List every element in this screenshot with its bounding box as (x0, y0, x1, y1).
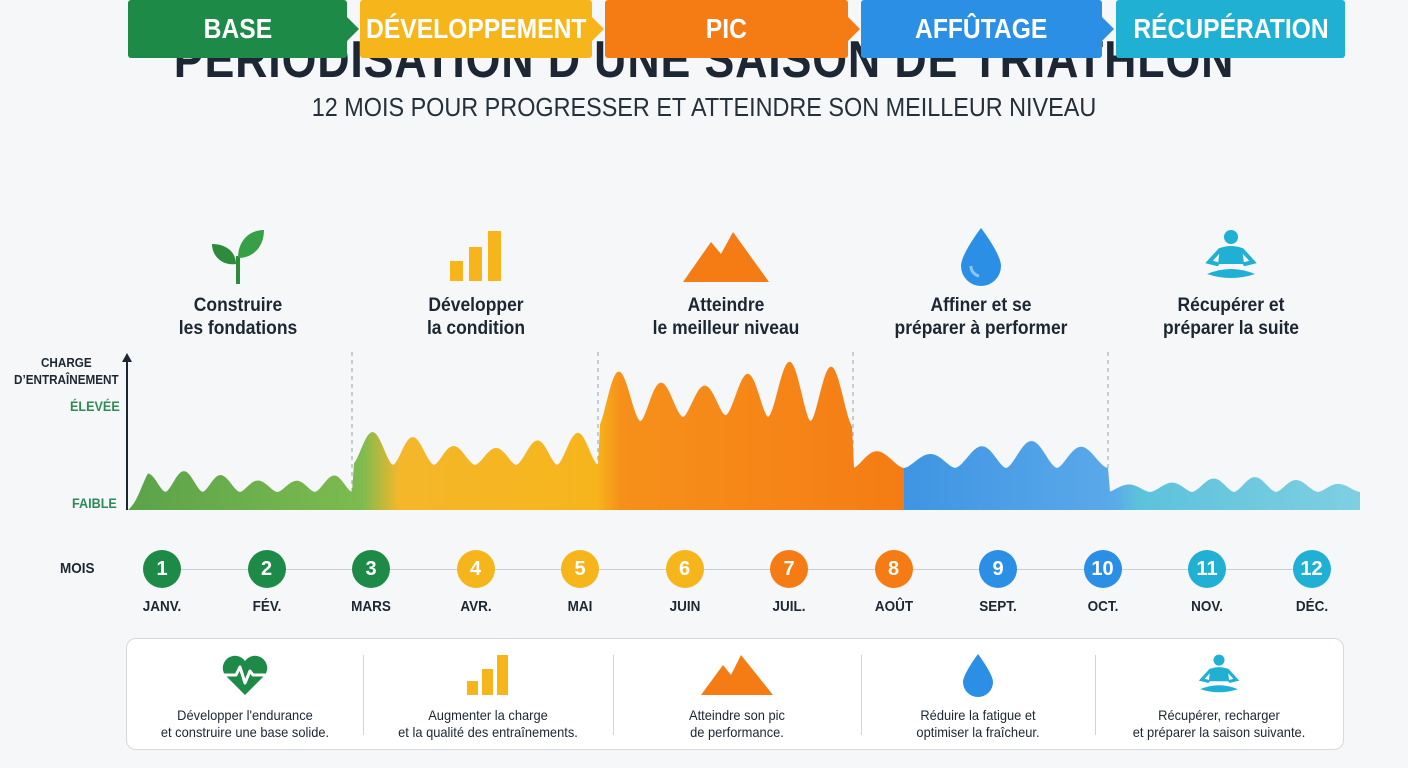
month-3: 3 MARS (331, 550, 411, 615)
heart-pulse-icon (127, 651, 363, 699)
month-name: DÉC. (1295, 598, 1328, 615)
phase-base: BASE (128, 0, 359, 58)
month-name: MAI (567, 598, 593, 615)
legend-divider (1095, 655, 1096, 735)
axis-high-label: ÉLEVÉE (70, 398, 120, 414)
phase-info-affutage: Affiner et se préparer à performer (861, 226, 1101, 340)
month-name: MARS (351, 598, 391, 615)
phase-developpement: DÉVELOPPEMENT (360, 0, 604, 58)
month-number-badge: 11 (1188, 550, 1226, 588)
phase-label: RÉCUPÉRATION (1132, 13, 1329, 44)
phase-info-base: Construire les fondations (118, 226, 358, 340)
month-name: NOV. (1191, 598, 1223, 615)
month-11: 11 NOV. (1167, 550, 1247, 615)
meditation-icon (1111, 226, 1351, 286)
legend-item-affutage: Réduire la fatigue et optimiser la fraîc… (861, 639, 1095, 749)
phase-pic: PIC (605, 0, 860, 58)
month-number-badge: 1 (143, 550, 181, 588)
legend-item-base: Développer l'endurance et construire une… (127, 639, 363, 749)
y-axis-arrow-icon (122, 353, 132, 362)
months-label: MOIS (60, 560, 95, 577)
water-drop-icon (861, 651, 1095, 699)
month-number-badge: 3 (352, 550, 390, 588)
month-6: 6 JUIN (645, 550, 725, 615)
month-number-badge: 6 (665, 550, 704, 588)
month-1: 1 JANV. (122, 550, 202, 615)
month-2: 2 FÉV. (227, 550, 307, 615)
page-subtitle: 12 MOIS POUR PROGRESSER ET ATTEINDRE SON… (311, 92, 1097, 122)
legend-text: Récupérer, recharger et préparer la sais… (1132, 707, 1306, 740)
legend-text: Augmenter la charge et la qualité des en… (398, 707, 578, 740)
month-name: JANV. (142, 598, 182, 615)
legend-text: Atteindre son pic de performance. (689, 707, 785, 740)
month-7: 7 JUIL. (749, 550, 829, 615)
phase-affutage: AFFÛTAGE (861, 0, 1114, 58)
month-number-badge: 7 (770, 550, 808, 588)
phase-info-recuperation: Récupérer et préparer la suite (1111, 226, 1351, 340)
phase-label: BASE (203, 13, 272, 44)
month-9: 9 SEPT. (958, 550, 1038, 615)
legend-divider (613, 655, 614, 735)
seedling-icon (118, 226, 358, 286)
phase-recuperation: RÉCUPÉRATION (1116, 0, 1345, 58)
month-number-badge: 10 (1083, 550, 1122, 588)
phase-label: DÉVELOPPEMENT (365, 13, 587, 44)
legend-text: Réduire la fatigue et optimiser la fraîc… (916, 707, 1040, 740)
legend-divider (363, 655, 364, 735)
legend-panel: Développer l'endurance et construire une… (126, 638, 1344, 750)
month-name: AOÛT (874, 598, 913, 615)
month-name: JUIL. (772, 598, 806, 615)
phase-label: AFFÛTAGE (915, 13, 1048, 44)
month-12: 12 DÉC. (1272, 550, 1352, 615)
legend-item-developpement: Augmenter la charge et la qualité des en… (363, 639, 613, 749)
legend-text: Développer l'endurance et construire une… (160, 707, 330, 740)
chevron-right-icon (347, 17, 359, 41)
phase-description: Développer la condition (426, 295, 526, 339)
phase-info-pic: Atteindre le meilleur niveau (606, 226, 846, 340)
month-number-badge: 8 (874, 550, 913, 588)
training-load-area (128, 361, 1360, 510)
phase-info-developpement: Développer la condition (356, 226, 596, 340)
month-number-badge: 12 (1292, 550, 1331, 588)
mountain-icon (613, 651, 861, 699)
training-load-chart (122, 352, 1360, 510)
month-number-badge: 9 (979, 550, 1017, 588)
month-5: 5 MAI (540, 550, 620, 615)
legend-divider (861, 655, 862, 735)
axis-title: CHARGE D’ENTRAÎNEMENT (14, 355, 119, 387)
month-number-badge: 2 (247, 550, 286, 588)
month-number-badge: 5 (561, 550, 599, 588)
month-4: 4 AVR. (436, 550, 516, 615)
axis-low-label: FAIBLE (72, 495, 117, 511)
month-name: AVR. (459, 598, 492, 615)
month-number-badge: 4 (456, 550, 495, 588)
phase-label: PIC (705, 13, 748, 44)
bar-chart-icon (356, 226, 596, 286)
month-10: 10 OCT. (1063, 550, 1143, 615)
mountain-icon (606, 226, 846, 286)
phase-description: Affiner et se préparer à performer (894, 295, 1068, 339)
month-name: OCT. (1087, 598, 1118, 615)
month-8: 8 AOÛT (854, 550, 934, 615)
meditation-icon (1095, 651, 1343, 699)
legend-item-pic: Atteindre son pic de performance. (613, 639, 861, 749)
months-timeline (162, 569, 1310, 570)
water-drop-icon (861, 226, 1101, 286)
month-name: SEPT. (979, 598, 1017, 615)
phase-description: Atteindre le meilleur niveau (652, 295, 800, 339)
chevron-right-icon (592, 17, 604, 41)
phase-description: Récupérer et préparer la suite (1162, 295, 1300, 339)
month-name: JUIN (669, 598, 700, 615)
phase-description: Construire les fondations (178, 295, 298, 339)
legend-item-recuperation: Récupérer, recharger et préparer la sais… (1095, 639, 1343, 749)
chevron-right-icon (848, 17, 860, 41)
month-name: FÉV. (252, 598, 281, 615)
bar-chart-icon (363, 651, 613, 699)
chevron-right-icon (1102, 17, 1114, 41)
